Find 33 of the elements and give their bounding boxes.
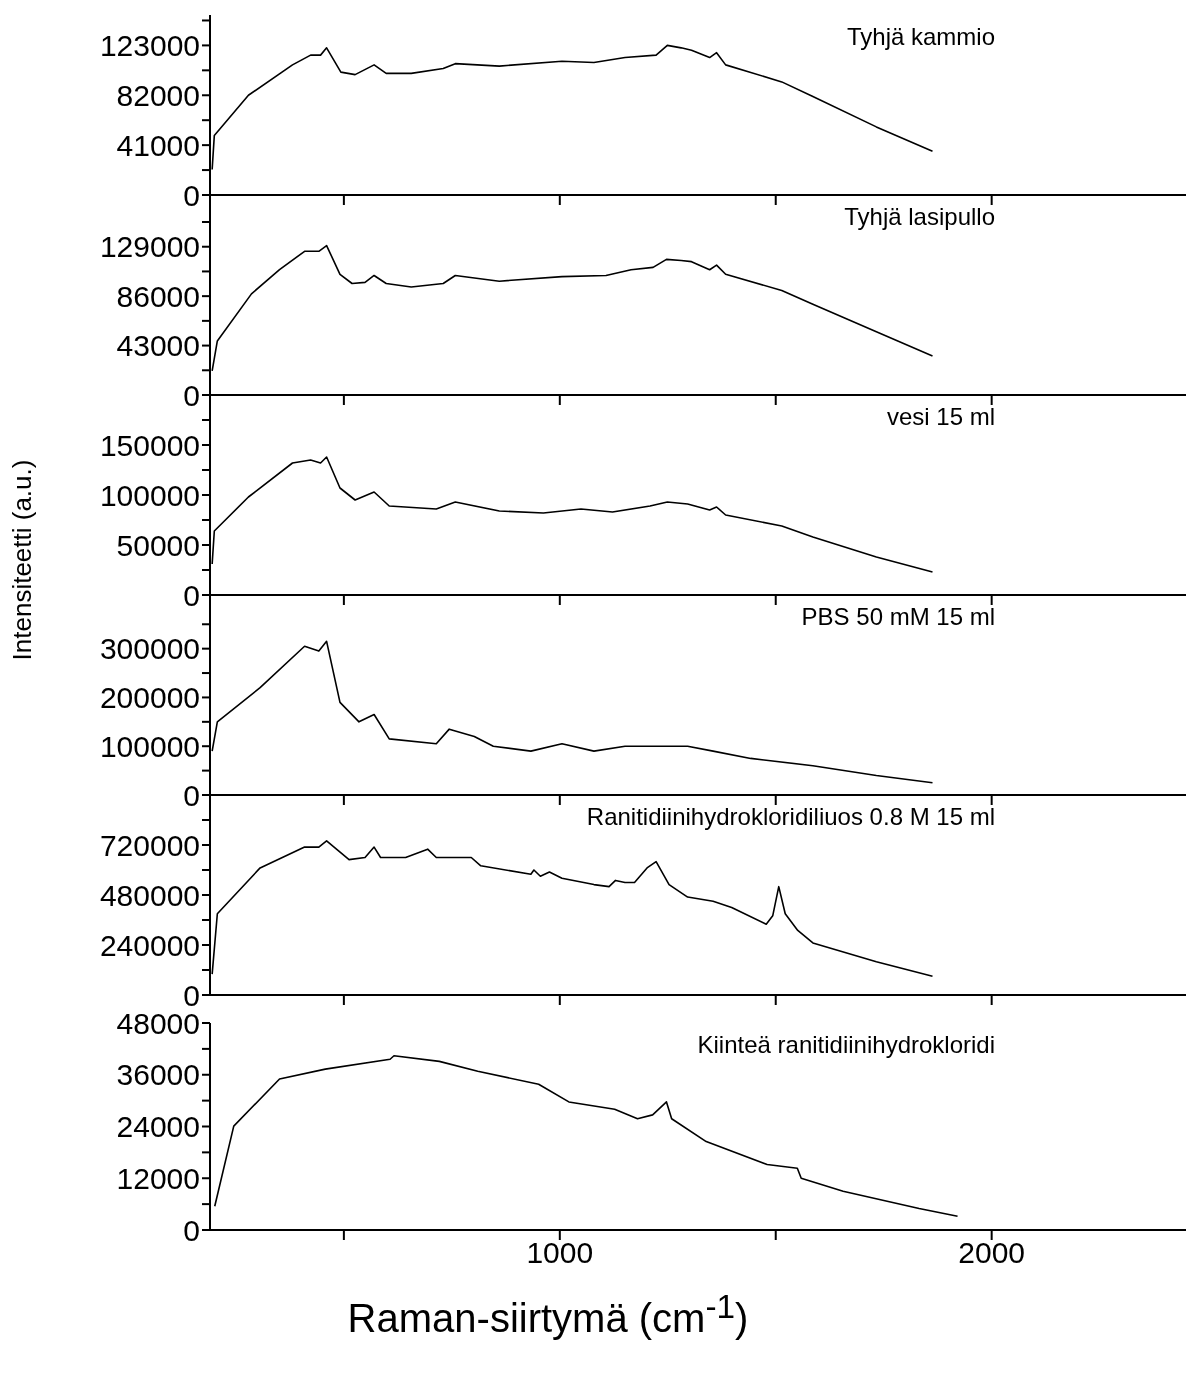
y-tick-label: 100000 — [99, 729, 200, 763]
y-tick-label: 720000 — [99, 828, 200, 862]
y-tick-label: 0 — [183, 178, 200, 212]
x-tick-label: 2000 — [958, 1236, 1026, 1270]
text: Tyhjä lasipullo — [844, 203, 995, 231]
y-tick-label: 200000 — [99, 681, 200, 715]
y-tick-label: 12000 — [116, 1161, 200, 1195]
y-tick-label: 24000 — [116, 1110, 200, 1144]
y-tick-label: 0 — [183, 578, 200, 612]
y-tick-label: 150000 — [99, 428, 200, 462]
text: Kiinteä ranitidiinihydrokloridi — [697, 1031, 995, 1059]
y-tick-label: 41000 — [116, 128, 200, 162]
y-tick-label: 0 — [183, 1213, 200, 1247]
text: Tyhjä kammio — [846, 23, 995, 51]
y-tick-label: 50000 — [116, 528, 200, 562]
y-tick-label: 82000 — [116, 78, 200, 112]
y-tick-label: 129000 — [99, 230, 200, 264]
text: PBS 50 mM 15 ml — [801, 603, 995, 631]
y-tick-label: 36000 — [116, 1058, 200, 1092]
x-axis-title: Raman-siirtymä (cm$^{-1}$) — [346, 1288, 750, 1342]
y-tick-label: 300000 — [99, 632, 200, 666]
y-tick-label: 43000 — [116, 329, 200, 363]
text: vesi 15 ml — [886, 403, 995, 431]
y-tick-label: 0 — [183, 778, 200, 812]
y-tick-label: 480000 — [99, 878, 200, 912]
y-tick-label: 0 — [183, 378, 200, 412]
y-axis-title: Intensiteetti (a.u.) — [6, 459, 38, 661]
y-tick-label: 123000 — [99, 29, 200, 63]
y-tick-label: 240000 — [99, 928, 200, 962]
x-tick-label: 1000 — [526, 1236, 594, 1270]
text: Ranitidiinihydrokloridiliuos 0.8 M 15 ml — [586, 803, 995, 831]
y-tick-label: 86000 — [116, 279, 200, 313]
y-tick-label: 100000 — [99, 478, 200, 512]
